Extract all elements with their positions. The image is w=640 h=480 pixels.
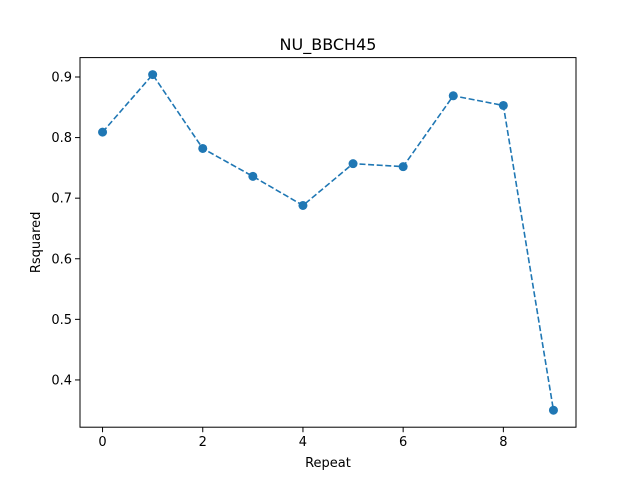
data-point	[298, 200, 308, 210]
x-tick-label: 0	[98, 435, 106, 450]
data-point	[498, 100, 508, 110]
x-tick-label: 2	[199, 435, 207, 450]
y-tick-label: 0.5	[51, 313, 72, 328]
y-tick-label: 0.9	[51, 70, 72, 85]
data-point	[398, 162, 408, 172]
plot-frame	[79, 57, 577, 428]
x-tick-label: 6	[399, 435, 407, 450]
chart-title: NU_BBCH45	[280, 35, 377, 55]
x-tick-label: 8	[499, 435, 507, 450]
y-tick-label: 0.6	[51, 252, 72, 267]
y-tick-label: 0.7	[51, 192, 72, 207]
series-line	[101, 73, 555, 411]
y-tick-label: 0.4	[51, 373, 72, 388]
series-layer	[98, 70, 558, 415]
data-point	[248, 171, 258, 181]
x-axis-label: Repeat	[305, 456, 351, 471]
y-axis-label: Rsquared	[29, 212, 44, 274]
x-axis-ticks: 0 2 4 6 8	[98, 427, 507, 450]
x-tick-label: 4	[299, 435, 307, 450]
data-point	[448, 91, 458, 101]
data-point	[348, 159, 358, 169]
y-tick-label: 0.8	[51, 131, 72, 146]
data-point	[148, 70, 158, 80]
data-point	[98, 127, 108, 137]
data-point	[548, 405, 558, 415]
plot-area	[80, 57, 576, 428]
data-point	[198, 143, 208, 153]
y-axis-ticks: 0.4 0.5 0.6 0.7 0.8 0.9	[51, 70, 80, 388]
